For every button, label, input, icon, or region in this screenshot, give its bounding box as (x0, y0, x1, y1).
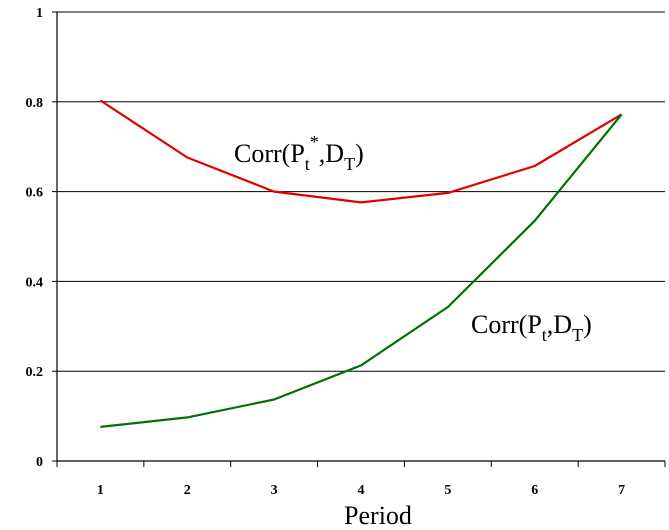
y-tick-label: 0 (36, 455, 43, 470)
gridlines (57, 11, 665, 372)
y-tick-label: 0.6 (26, 186, 44, 201)
x-tick-label: 5 (444, 483, 451, 498)
axes (52, 11, 666, 467)
y-tick-label: 1 (36, 6, 43, 21)
series-lines (99, 99, 623, 428)
x-tick-labels: 1 2 3 4 5 6 7 (97, 483, 625, 498)
series-label-corr-pt: Corr(Pt,DT) (471, 310, 592, 345)
y-tick-label: 0.2 (26, 365, 44, 380)
x-tick-label: 1 (97, 483, 104, 498)
series-line-corr-pt-star (99, 99, 623, 204)
x-tick-label: 7 (618, 483, 625, 498)
x-tick-label: 3 (271, 483, 278, 498)
y-tick-label: 0.8 (26, 96, 44, 111)
x-tick-label: 2 (184, 483, 191, 498)
series-label-corr-pt-star: Corr(Pt*,DT) (234, 132, 364, 174)
x-axis-title: Period (344, 501, 412, 530)
x-tick-label: 4 (358, 483, 365, 498)
series-line-corr-pt (100, 113, 623, 428)
x-tick-label: 6 (531, 483, 538, 498)
y-tick-labels: 0 0.2 0.4 0.6 0.8 1 (26, 6, 44, 470)
y-tick-label: 0.4 (26, 275, 44, 290)
